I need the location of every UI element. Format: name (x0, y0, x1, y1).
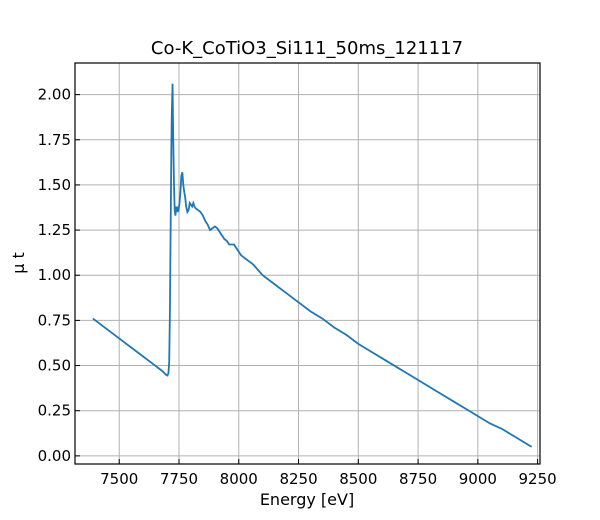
ticks: 7500 7750 8000 8250 8500 8750 9000 9250 0.00 0.25… (38, 86, 557, 488)
grid (75, 63, 540, 464)
y-tick-label: 1.25 (38, 221, 71, 239)
x-tick-label: 7500 (100, 470, 138, 488)
x-tick-label: 8500 (339, 470, 377, 488)
x-tick-label: 9250 (519, 470, 557, 488)
series-line (92, 83, 533, 448)
y-tick-label: 0.00 (38, 447, 71, 465)
x-tick-label: 8000 (220, 470, 258, 488)
x-tick-label: 8750 (399, 470, 437, 488)
y-tick-label: 1.00 (38, 266, 71, 284)
x-axis-label: Energy [eV] (260, 490, 354, 509)
y-tick-label: 0.50 (38, 357, 71, 375)
y-tick-label: 0.25 (38, 402, 71, 420)
x-tick-label: 9000 (459, 470, 497, 488)
x-tick-label: 7750 (160, 470, 198, 488)
y-tick-label: 1.75 (38, 131, 71, 149)
y-axis-label: μ t (9, 252, 28, 274)
y-tick-label: 1.50 (38, 176, 71, 194)
y-tick-label: 2.00 (38, 86, 71, 104)
plot-frame (74, 62, 541, 465)
x-tick-label: 8250 (279, 470, 317, 488)
y-tick-label: 0.75 (38, 311, 71, 329)
chart-title: Co-K_CoTiO3_Si111_50ms_121117 (151, 38, 463, 59)
